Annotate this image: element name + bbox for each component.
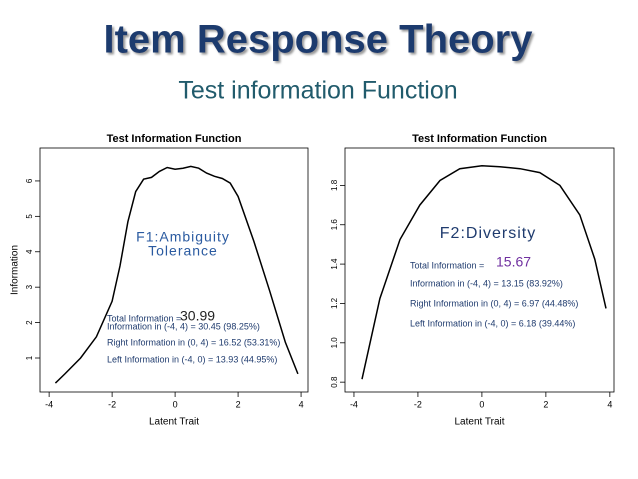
y-tick-label: 0.8 <box>330 376 339 388</box>
annotation: Right Information in (0, 4) = 16.52 (53.… <box>107 337 280 347</box>
x-tick-label: 0 <box>479 399 484 409</box>
slide-title: Item Response Theory <box>103 18 533 62</box>
y-tick-label: 1.6 <box>330 219 339 231</box>
y-tick-label: 1 <box>25 355 34 360</box>
annotation: Tolerance <box>148 243 218 259</box>
x-tick-label: 0 <box>173 399 178 409</box>
annotation: Right Information in (0, 4) = 6.97 (44.4… <box>410 298 578 308</box>
plot-frame <box>39 147 309 393</box>
annotation: F1:Ambiguity <box>136 229 230 245</box>
x-tick-label: -2 <box>108 399 116 409</box>
y-tick-label: 2 <box>25 320 34 325</box>
x-axis-label: Latent Trait <box>454 417 504 428</box>
information-curve <box>361 164 607 380</box>
plot-frame <box>344 147 615 393</box>
annotation: F2:Diversity <box>440 225 536 242</box>
x-tick-label: -4 <box>45 399 53 409</box>
y-axis-label: Information <box>10 245 21 295</box>
y-tick-label: 1.2 <box>330 297 339 309</box>
annotation: Information in (-4, 4) = 30.45 (98.25%) <box>107 321 260 331</box>
x-tick-label: 2 <box>543 399 548 409</box>
chart-title: Test Information Function <box>107 133 242 145</box>
x-axis-label: Latent Trait <box>149 417 199 428</box>
x-tick-label: 4 <box>299 399 304 409</box>
y-tick-label: 1.4 <box>330 258 339 270</box>
information-curve <box>54 165 299 384</box>
y-tick-label: 1.0 <box>330 337 339 349</box>
x-tick-label: -2 <box>414 399 422 409</box>
annotation: 30.99 <box>180 308 215 324</box>
annotation: Left Information in (-4, 0) = 6.18 (39.4… <box>410 318 575 328</box>
y-tick-label: 1.8 <box>330 179 339 191</box>
x-tick-label: 2 <box>236 399 241 409</box>
annotation: Total Information = <box>410 260 484 270</box>
y-tick-label: 3 <box>25 284 34 289</box>
y-tick-label: 4 <box>25 249 34 254</box>
x-tick-label: -4 <box>350 399 358 409</box>
y-tick-label: 5 <box>25 214 34 219</box>
slide-subtitle: Test information Function <box>178 77 457 105</box>
annotation: 15.67 <box>496 254 531 270</box>
x-tick-label: 4 <box>607 399 612 409</box>
annotation: Left Information in (-4, 0) = 13.93 (44.… <box>107 354 277 364</box>
y-tick-label: 6 <box>25 178 34 183</box>
annotation: Information in (-4, 4) = 13.15 (83.92%) <box>410 278 563 288</box>
chart-title: Test Information Function <box>412 133 547 145</box>
annotation: Total Information = <box>107 313 181 323</box>
